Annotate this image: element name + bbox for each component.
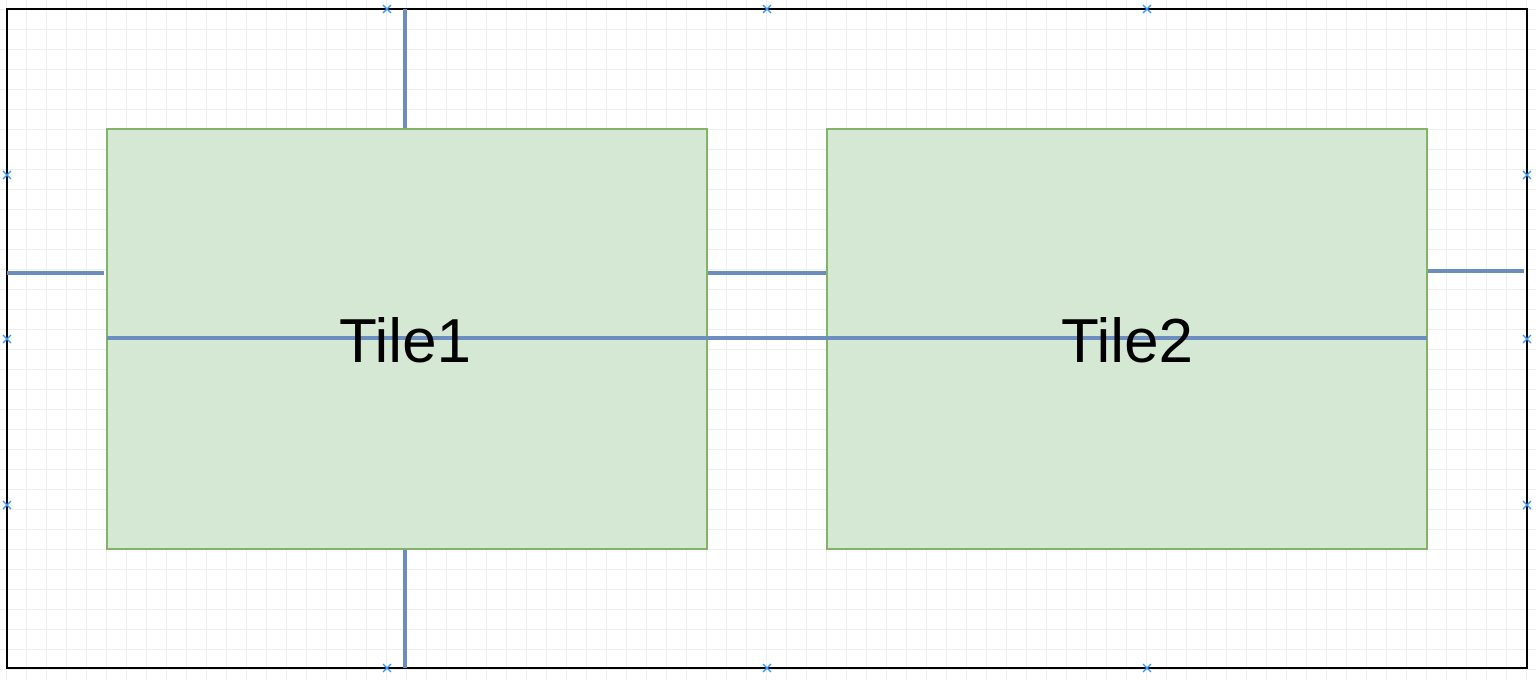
port-marker[interactable] <box>1142 4 1152 14</box>
port-marker[interactable] <box>2 500 12 510</box>
connectors <box>7 9 1524 668</box>
port-marker[interactable] <box>1522 170 1532 180</box>
tile2-label: Tile2 <box>1061 307 1193 376</box>
port-marker[interactable] <box>2 334 12 344</box>
port-marker[interactable] <box>762 663 772 673</box>
port-marker[interactable] <box>1142 663 1152 673</box>
port-marker[interactable] <box>2 170 12 180</box>
port-marker[interactable] <box>1522 334 1532 344</box>
tile1-label: Tile1 <box>339 307 471 376</box>
port-marker[interactable] <box>382 663 392 673</box>
port-marker[interactable] <box>1522 500 1532 510</box>
port-marker[interactable] <box>382 4 392 14</box>
port-markers <box>2 4 1532 673</box>
port-marker[interactable] <box>762 4 772 14</box>
